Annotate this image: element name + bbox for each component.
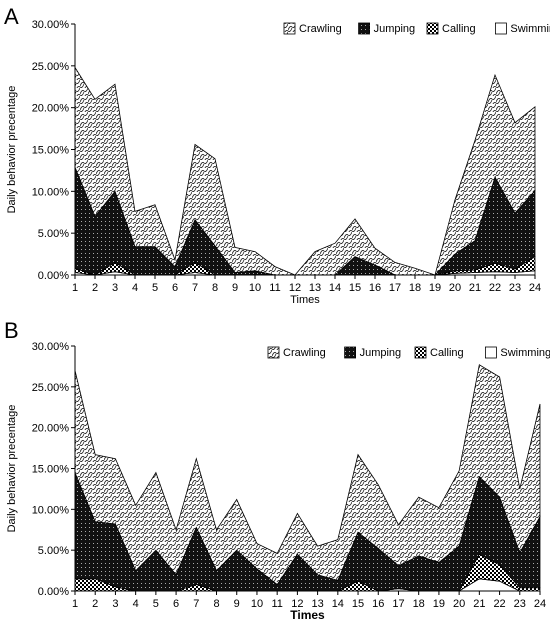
y-tick-label: 5.00% [38,228,69,240]
legend-item-swimming: Swimming [485,347,550,359]
y-tick-label: 30.00% [32,341,70,353]
x-tick-label: 13 [309,282,321,294]
y-tick-label: 20.00% [32,423,70,435]
x-tick-label: 17 [389,282,401,294]
x-tick-label: 11 [271,598,282,610]
legend-swatch-jumping [345,347,356,358]
legend-label-calling: Calling [430,347,464,359]
y-tick-label: 0.00% [38,586,69,598]
x-tick-label: 3 [112,282,118,294]
x-tick-label: 15 [349,282,361,294]
x-tick-label: 7 [193,598,199,610]
x-tick-label: 14 [332,598,344,610]
x-tick-label: 22 [493,598,505,610]
x-tick-label: 21 [469,282,481,294]
x-tick-label: 5 [152,282,158,294]
x-tick-label: 11 [269,282,280,294]
legend-swatch-swimming [495,23,506,34]
chart-b-svg: 0.00% 5.00% 10.00% 15.00% 20.00% 25.00% 30.00%… [0,318,550,636]
x-tick-label: 8 [213,598,219,610]
chart-panel-b: B 0.00% 5.00% 10.00% 15.00% 20.00% 25.00% 30.0… [0,318,550,636]
legend-swatch-swimming [485,347,496,358]
y-axis-label: Daily behavior precentage [6,86,18,214]
y-tick-label: 25.00% [32,382,70,394]
series-area-crawling [75,68,535,276]
x-tick-label: 23 [514,598,526,610]
chart-panel-a: A 0.00% 5.00% 10.00% 15.00% 20.00% 25.00% 30.0… [0,0,550,318]
x-tick-label: 5 [153,598,159,610]
x-tick-label: 12 [289,282,301,294]
x-tick-label: 6 [172,282,178,294]
x-tick-label: 4 [132,282,138,294]
legend-label-jumping: Jumping [374,23,416,35]
x-tick-label: 8 [212,282,218,294]
x-tick-label: 6 [173,598,179,610]
x-tick-label: 14 [329,282,341,294]
x-tick-label: 3 [112,598,118,610]
legend-item-calling: Calling [427,23,476,35]
legend-item-crawling: Crawling [268,347,326,359]
y-tick-label: 5.00% [38,545,69,557]
x-tick-label: 24 [529,282,541,294]
legend-label-crawling: Crawling [283,347,326,359]
legend-item-crawling: Crawling [284,23,342,35]
legend-swatch-crawling [284,23,295,34]
x-tick-label: 2 [92,282,98,294]
legend-label-swimming: Swimming [500,347,550,359]
x-tick-label: 17 [392,598,404,610]
x-tick-label: 9 [232,282,238,294]
x-tick-label: 23 [509,282,521,294]
y-tick-label: 15.00% [32,464,70,476]
legend-item-jumping: Jumping [345,347,402,359]
legend-item-swimming: Swimming [495,23,550,35]
x-tick-label: 19 [429,282,441,294]
y-axis-label: Daily behavior precentage [6,405,18,533]
x-tick-label: 22 [489,282,501,294]
legend-label-calling: Calling [442,23,476,35]
x-axis-label: Times [290,608,325,622]
x-tick-label: 16 [369,282,381,294]
y-tick-label: 30.00% [32,19,70,31]
x-tick-label: 18 [409,282,421,294]
x-tick-label: 4 [133,598,139,610]
x-axis-label: Times [290,294,320,306]
x-tick-label: 7 [192,282,198,294]
legend-swatch-crawling [268,347,279,358]
y-tick-label: 25.00% [32,61,70,73]
x-tick-label: 9 [234,598,240,610]
legend-label-swimming: Swimming [510,23,550,35]
y-tick-label: 10.00% [32,186,70,198]
x-tick-label: 15 [352,598,364,610]
legend-item-calling: Calling [415,347,464,359]
x-tick-label: 24 [534,598,546,610]
legend-label-crawling: Crawling [299,23,342,35]
x-tick-label: 2 [92,598,98,610]
legend-item-jumping: Jumping [359,23,416,35]
y-tick-label: 15.00% [32,145,70,157]
x-tick-label: 1 [72,282,78,294]
legend-swatch-jumping [359,23,370,34]
x-tick-label: 10 [249,282,261,294]
x-tick-label: 20 [453,598,465,610]
x-tick-label: 20 [449,282,461,294]
y-tick-label: 0.00% [38,270,69,282]
legend-label-jumping: Jumping [360,347,402,359]
chart-a-svg: 0.00% 5.00% 10.00% 15.00% 20.00% 25.00% 30.00%… [0,0,550,318]
x-tick-label: 19 [433,598,445,610]
x-tick-label: 10 [251,598,263,610]
legend-swatch-calling [427,23,438,34]
x-tick-label: 1 [72,598,78,610]
y-tick-label: 10.00% [32,504,70,516]
x-tick-label: 21 [473,598,485,610]
y-tick-label: 20.00% [32,103,70,115]
legend-swatch-calling [415,347,426,358]
x-tick-label: 18 [413,598,425,610]
x-tick-label: 16 [372,598,384,610]
